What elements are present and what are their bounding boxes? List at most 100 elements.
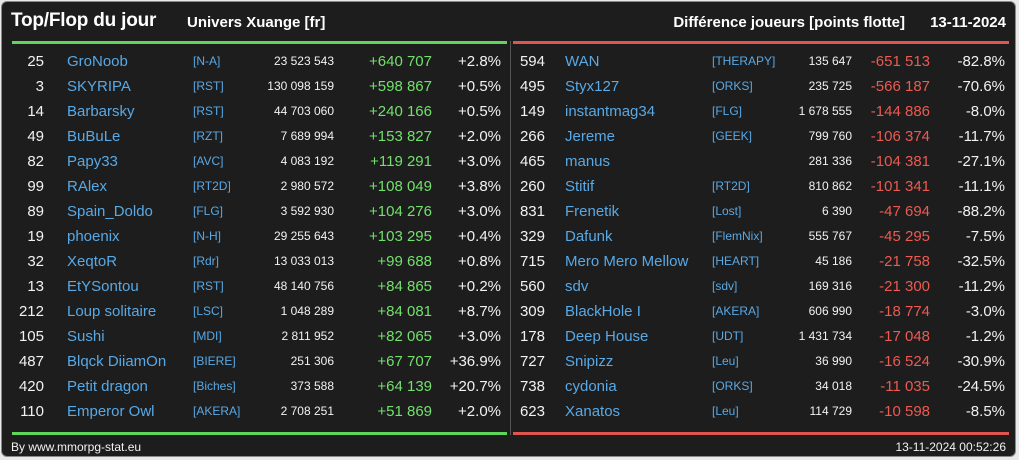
alliance-tag-link[interactable]: [Leu] (712, 354, 739, 368)
points-difference: +84 865 (377, 278, 432, 295)
player-name-link[interactable]: cydonia (565, 378, 617, 395)
player-name-link[interactable]: Dafunk (565, 228, 613, 245)
percent-change: +0.4% (458, 228, 501, 245)
alliance-tag-link[interactable]: [ORKS] (712, 379, 753, 393)
player-name-link[interactable]: Papy33 (67, 153, 118, 170)
player-name-link[interactable]: sdv (565, 278, 589, 295)
percent-change: -30.9% (957, 353, 1005, 370)
player-name-link[interactable]: Snipizz (565, 353, 614, 370)
player-points: 13 033 013 (273, 254, 334, 268)
percent-change: -11.1% (958, 178, 1005, 195)
alliance-tag-link[interactable]: [FlemNix] (712, 229, 763, 243)
points-difference: -651 513 (870, 53, 930, 70)
alliance-tag-link[interactable]: [RST] (193, 279, 224, 293)
alliance-tag-link[interactable]: [AKERA] (193, 404, 241, 418)
alliance-tag-link[interactable]: [AVC] (193, 154, 224, 168)
player-name-link[interactable]: manus (565, 153, 611, 170)
player-name-link[interactable]: Petit dragon (67, 378, 148, 395)
percent-change: -7.5% (965, 228, 1005, 245)
alliance-tag-link[interactable]: [N-A] (193, 54, 221, 68)
player-name-link[interactable]: Spain_Doldo (67, 203, 153, 220)
player-points: 44 703 060 (273, 104, 334, 118)
table-row: 19 phoenix [N-H] 29 255 643 +103 295 +0.4% (12, 224, 507, 249)
alliance-tag-link[interactable]: [RST] (193, 79, 224, 93)
alliance-tag-link[interactable]: [UDT] (712, 329, 744, 343)
points-difference: -101 341 (870, 178, 930, 195)
player-rank: 149 (519, 103, 545, 120)
player-name-link[interactable]: XeqtoR (67, 253, 118, 270)
player-name-link[interactable]: GroNoob (67, 53, 128, 70)
player-name-link[interactable]: phoenix (67, 228, 120, 245)
points-difference: -47 694 (879, 203, 930, 220)
player-rank: 14 (27, 103, 44, 120)
player-points: 2 980 572 (280, 179, 334, 193)
alliance-tag-link[interactable]: [sdv] (712, 279, 738, 293)
player-name-link[interactable]: Sushi (67, 328, 105, 345)
alliance-tag-link[interactable]: [N-H] (193, 229, 221, 243)
percent-change: -82.8% (957, 53, 1005, 70)
alliance-tag-link[interactable]: [Lost] (712, 204, 742, 218)
player-name-link[interactable]: Jereme (565, 128, 616, 145)
player-name-link[interactable]: Deep House (565, 328, 649, 345)
footer-source[interactable]: By www.mmorpg-stat.eu (11, 440, 142, 454)
alliance-tag-link[interactable]: [FLG] (193, 204, 224, 218)
percent-change: +2.0% (458, 403, 501, 420)
alliance-tag-link[interactable]: [RZT] (193, 129, 223, 143)
player-name-link[interactable]: Mero Mero Mellow (565, 253, 689, 270)
player-name-link[interactable]: Frenetik (565, 203, 620, 220)
player-name-link[interactable]: instantmag34 (565, 103, 656, 120)
player-name-link[interactable]: BuBuLe (67, 128, 121, 145)
player-name-link[interactable]: Blqck DiiamOn (67, 353, 167, 370)
percent-change: -32.5% (957, 253, 1005, 270)
player-name-link[interactable]: Xanatos (565, 403, 621, 420)
player-name-link[interactable]: Emperor Owl (67, 403, 155, 420)
points-difference: -17 048 (879, 328, 930, 345)
player-points: 114 729 (809, 404, 853, 418)
alliance-tag-link[interactable]: [MDI] (193, 329, 222, 343)
points-difference: -16 524 (879, 353, 930, 370)
player-name-link[interactable]: Styx127 (565, 78, 620, 95)
table-row: 105 Sushi [MDI] 2 811 952 +82 065 +3.0% (12, 324, 507, 349)
footer-timestamp: 13-11-2024 00:52:26 (895, 440, 1006, 454)
alliance-tag-link[interactable]: [FLG] (712, 104, 743, 118)
player-name-link[interactable]: Barbarsky (67, 103, 135, 120)
points-difference: -106 374 (870, 128, 930, 145)
player-name-link[interactable]: SKYRIPA (67, 78, 131, 95)
player-name-link[interactable]: Stitif (565, 178, 595, 195)
points-difference: +108 049 (369, 178, 432, 195)
player-name-link[interactable]: Loup solitaire (67, 303, 157, 320)
player-name-link[interactable]: BlackHole I (565, 303, 641, 320)
alliance-tag-link[interactable]: [RT2D] (712, 179, 750, 193)
table-row: 623 Xanatos [Leu] 114 729 -10 598 -8.5% (513, 399, 1009, 424)
alliance-tag-link[interactable]: [BIERE] (193, 354, 236, 368)
alliance-tag-link[interactable]: [ORKS] (712, 79, 753, 93)
player-name-link[interactable]: RAlex (67, 178, 108, 195)
player-points: 4 083 192 (280, 154, 334, 168)
table-row: 329 Dafunk [FlemNix] 555 767 -45 295 -7.5% (513, 224, 1009, 249)
percent-change: +2.8% (458, 53, 501, 70)
flop-accent-line (513, 41, 1009, 44)
table-row: 13 EtYSontou [RST] 48 140 756 +84 865 +0.2% (12, 274, 507, 299)
table-row: 110 Emperor Owl [AKERA] 2 708 251 +51 869 +2.… (12, 399, 507, 424)
player-name-link[interactable]: EtYSontou (67, 278, 139, 295)
alliance-tag-link[interactable]: [AKERA] (712, 304, 760, 318)
table-row: 495 Styx127 [ORKS] 235 725 -566 187 -70.6% (513, 74, 1009, 99)
alliance-tag-link[interactable]: [HEART] (712, 254, 760, 268)
player-rank: 19 (27, 228, 44, 245)
top-table: 25 GroNoob [N-A] 23 523 543 +640 707 +2.8% 3 SK… (12, 49, 507, 424)
alliance-tag-link[interactable]: [Rdr] (193, 254, 220, 268)
player-points: 2 708 251 (280, 404, 334, 418)
alliance-tag-link[interactable]: [Biches] (193, 379, 236, 393)
alliance-tag-link[interactable]: [THERAPY] (712, 54, 776, 68)
alliance-tag-link[interactable]: [GEEK] (712, 129, 753, 143)
player-rank: 13 (27, 278, 44, 295)
alliance-tag-link[interactable]: [RST] (193, 104, 224, 118)
alliance-tag-link[interactable]: [Leu] (712, 404, 739, 418)
alliance-tag-link[interactable]: [RT2D] (193, 179, 231, 193)
alliance-tag-link[interactable]: [LSC] (193, 304, 224, 318)
table-row: 831 Frenetik [Lost] 6 390 -47 694 -88.2% (513, 199, 1009, 224)
top-bottom-line (12, 432, 507, 435)
player-name-link[interactable]: WAN (565, 53, 600, 70)
points-difference: +103 295 (369, 228, 432, 245)
percent-change: -11.2% (958, 278, 1005, 295)
